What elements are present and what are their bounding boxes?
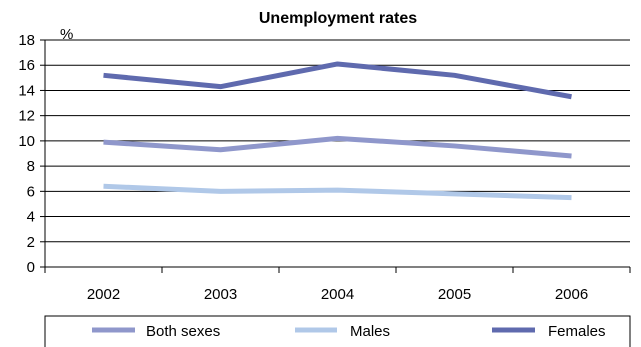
x-tick-label: 2002 (87, 286, 120, 303)
legend: Both sexes Males Females (44, 315, 631, 347)
series-line-males (103, 183, 572, 201)
y-axis-unit-label: % (60, 26, 73, 43)
y-tick-label: 14 (18, 82, 35, 99)
x-tick-label: 2005 (438, 286, 471, 303)
legend-label: Females (548, 323, 606, 340)
series-line-both-sexes (103, 135, 572, 159)
series-lines (103, 61, 572, 201)
y-tick-label: 4 (27, 209, 35, 226)
series-line-females (103, 61, 572, 100)
chart-title: Unemployment rates (259, 10, 417, 27)
y-tick-label: 8 (27, 158, 35, 175)
y-tick-label: 10 (18, 133, 35, 150)
y-tick-label: 18 (18, 32, 35, 49)
y-tick-label: 6 (27, 183, 35, 200)
y-tick-label: 2 (27, 234, 35, 251)
y-tick-label: 12 (18, 108, 35, 125)
x-tick-label: 2004 (321, 286, 354, 303)
x-tick-label: 2003 (204, 286, 237, 303)
y-tick-label: 0 (27, 259, 35, 276)
legend-label: Males (350, 323, 390, 340)
x-tick-label: 2006 (555, 286, 588, 303)
legend-box (44, 315, 631, 347)
legend-label: Both sexes (146, 323, 220, 340)
y-tick-label: 16 (18, 57, 35, 74)
axes: 0 2 4 6 8 10 12 14 16 18 2002 2003 2004 2005 2006 (18, 32, 631, 303)
